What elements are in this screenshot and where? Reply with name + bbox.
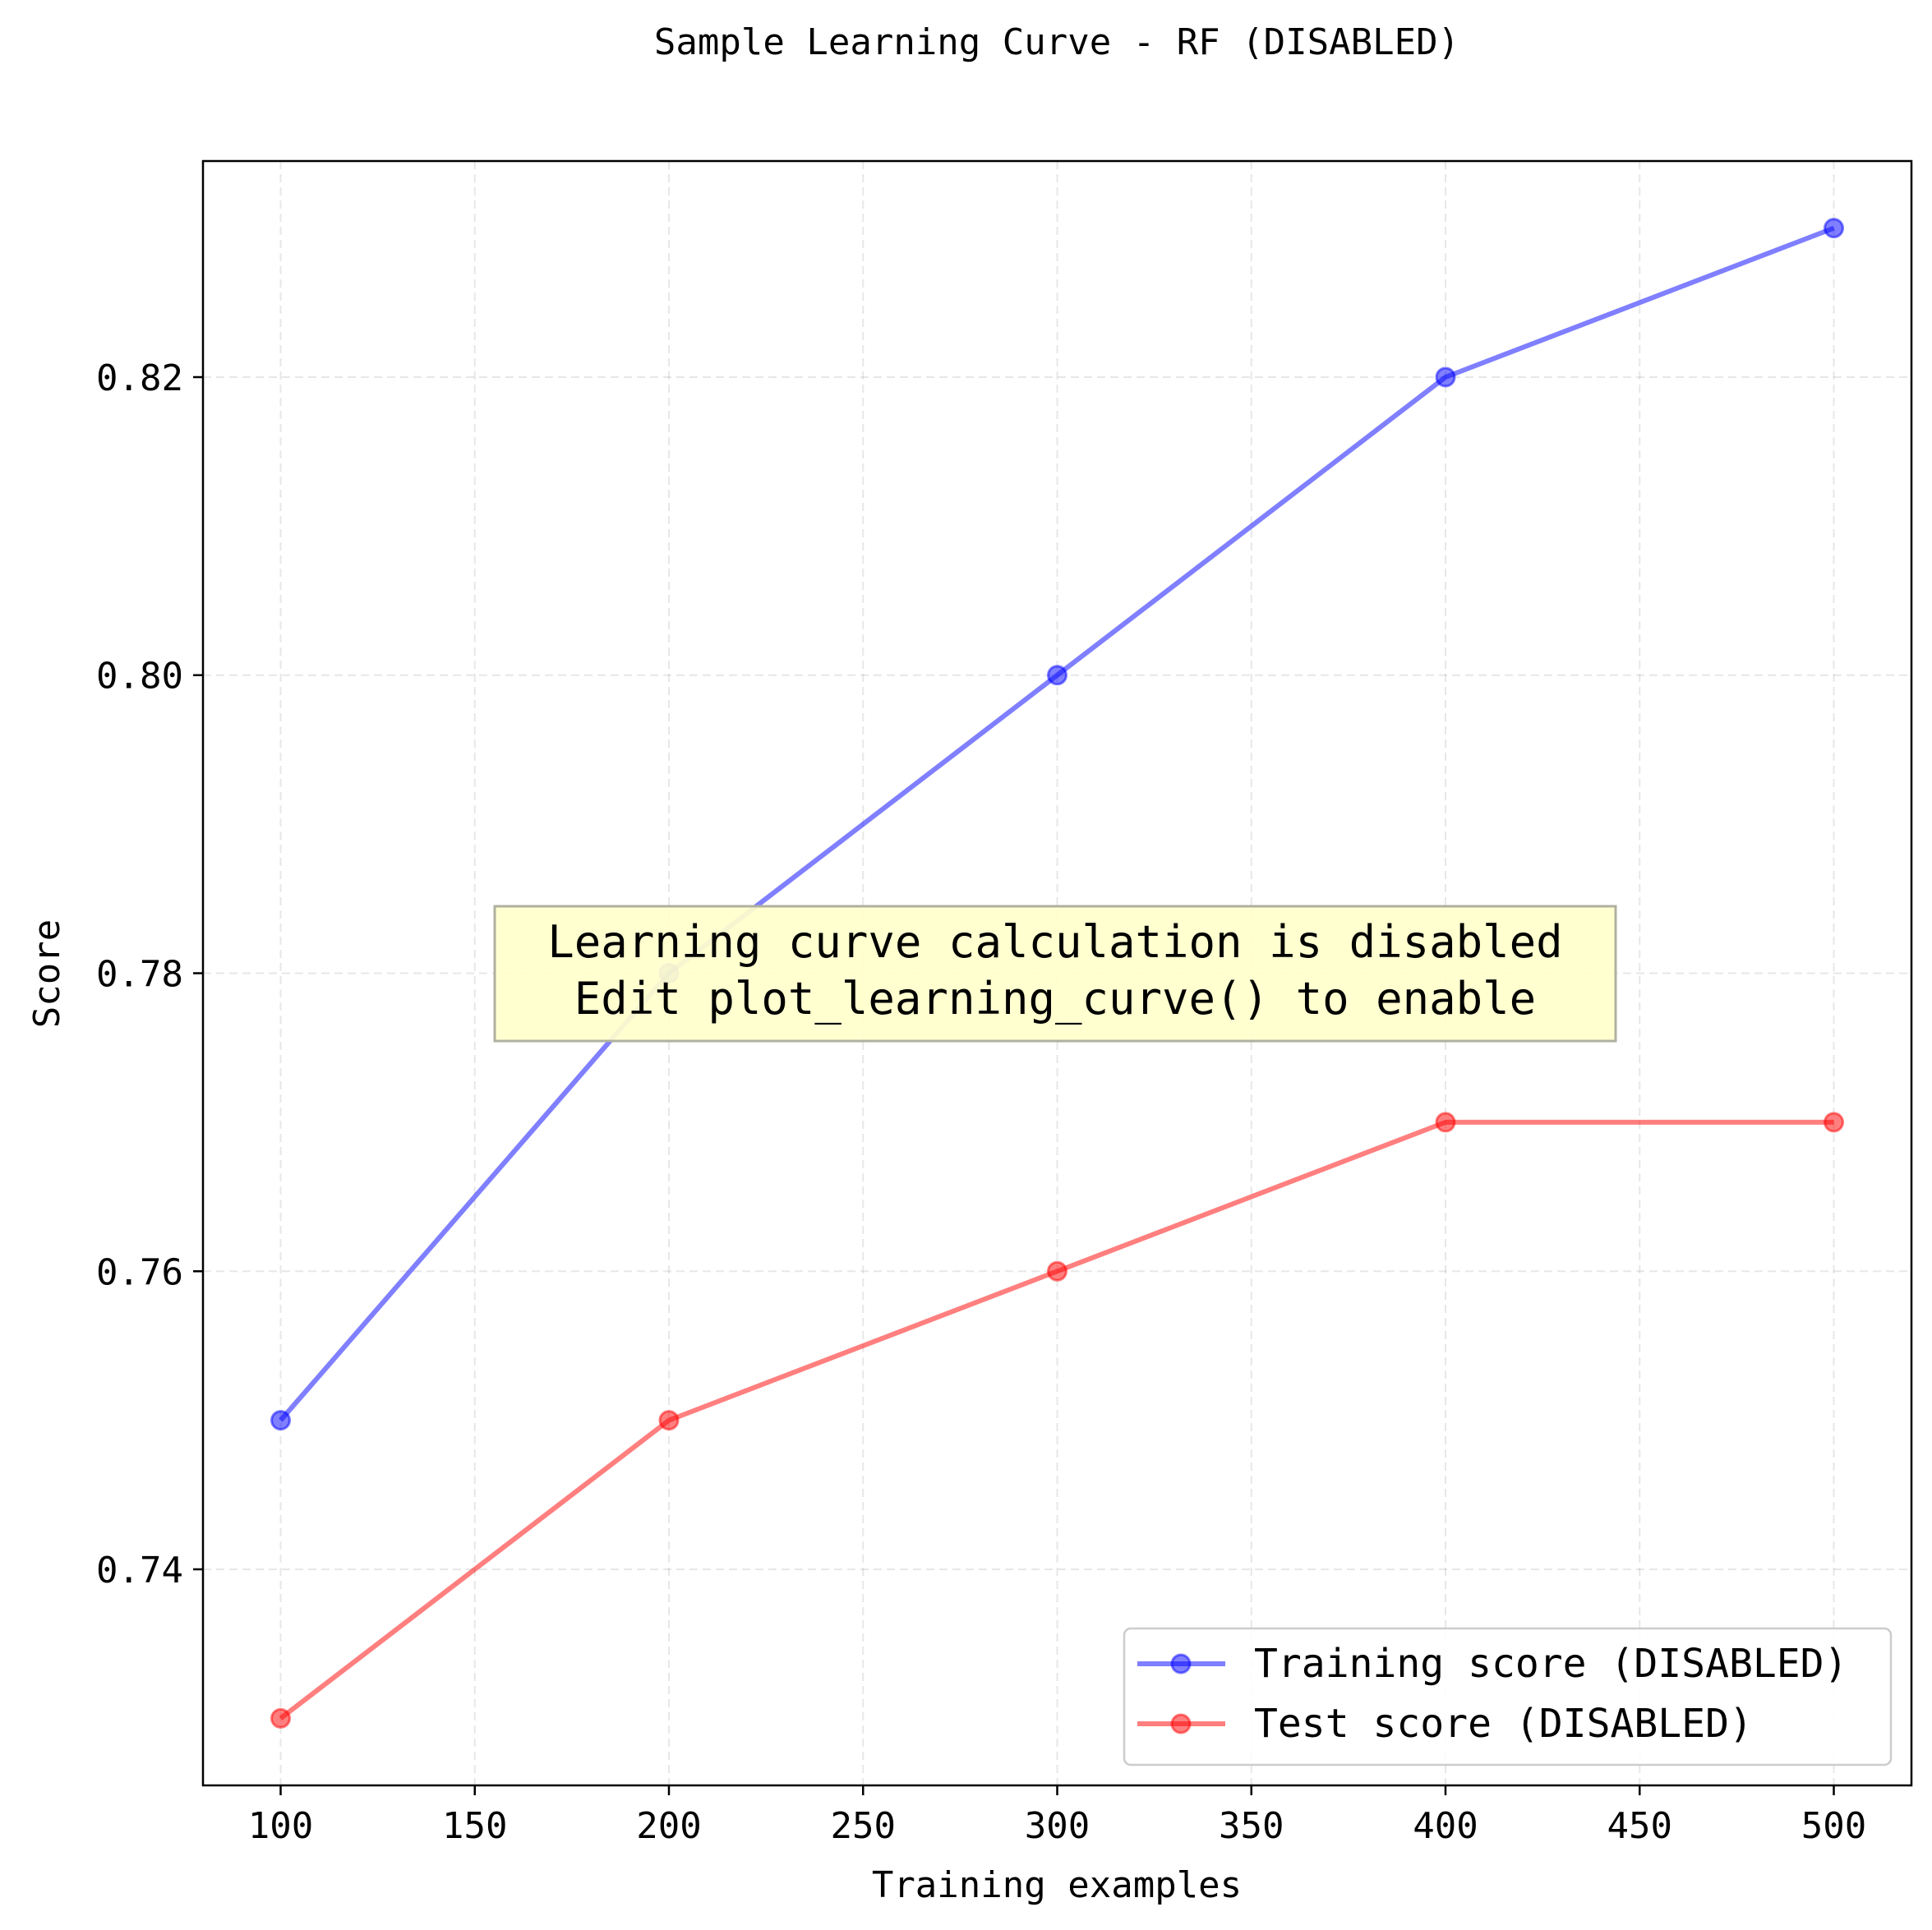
disabled-annotation: Learning curve calculation is disabled E… bbox=[493, 905, 1617, 1043]
chart-title: Sample Learning Curve - RF (DISABLED) bbox=[654, 21, 1459, 63]
training-score-point bbox=[1047, 665, 1067, 686]
ticks: 100 150 200 250 300 350 400 450 500 0.74 0.76 0.78 0… bbox=[96, 357, 1866, 1847]
test-score-point bbox=[1824, 1112, 1844, 1133]
test-score-point bbox=[658, 1410, 680, 1431]
annotation-line-2: Edit plot_learning_curve() to enable bbox=[574, 973, 1536, 1025]
test-score-point bbox=[270, 1707, 291, 1729]
x-tick-label: 200 bbox=[636, 1805, 701, 1847]
legend-label-test: Test score (DISABLED) bbox=[1254, 1701, 1753, 1747]
x-tick-label: 100 bbox=[248, 1805, 313, 1847]
legend-label-training: Training score (DISABLED) bbox=[1254, 1641, 1847, 1687]
training-score-point bbox=[270, 1410, 291, 1431]
x-tick-label: 500 bbox=[1801, 1805, 1866, 1847]
y-tick-label: 0.78 bbox=[96, 954, 183, 996]
legend: Training score (DISABLED) Test score (DI… bbox=[1123, 1627, 1893, 1766]
legend-frame bbox=[1123, 1627, 1893, 1766]
y-tick-label: 0.76 bbox=[96, 1251, 183, 1293]
x-tick-label: 300 bbox=[1025, 1805, 1090, 1847]
y-axis-label: Score bbox=[26, 919, 68, 1028]
y-tick-label: 0.82 bbox=[96, 357, 183, 399]
test-score-point bbox=[1435, 1112, 1456, 1133]
training-score-point bbox=[1435, 366, 1456, 388]
x-tick-label: 450 bbox=[1607, 1805, 1672, 1847]
annotation-background bbox=[493, 905, 1617, 1043]
y-tick-label: 0.80 bbox=[96, 656, 183, 698]
x-tick-label: 150 bbox=[442, 1805, 507, 1847]
x-tick-label: 400 bbox=[1413, 1805, 1478, 1847]
test-score-point bbox=[1047, 1260, 1067, 1282]
training-score-point bbox=[1824, 218, 1844, 239]
annotation-line-1: Learning curve calculation is disabled bbox=[547, 916, 1562, 968]
x-axis-label: Training examples bbox=[872, 1864, 1242, 1906]
x-tick-label: 350 bbox=[1219, 1805, 1284, 1847]
legend-swatch-test-marker bbox=[1170, 1713, 1192, 1734]
grid bbox=[203, 161, 1911, 1785]
x-tick-label: 250 bbox=[831, 1805, 896, 1847]
y-tick-label: 0.74 bbox=[96, 1550, 183, 1591]
legend-swatch-training-marker bbox=[1170, 1653, 1192, 1674]
